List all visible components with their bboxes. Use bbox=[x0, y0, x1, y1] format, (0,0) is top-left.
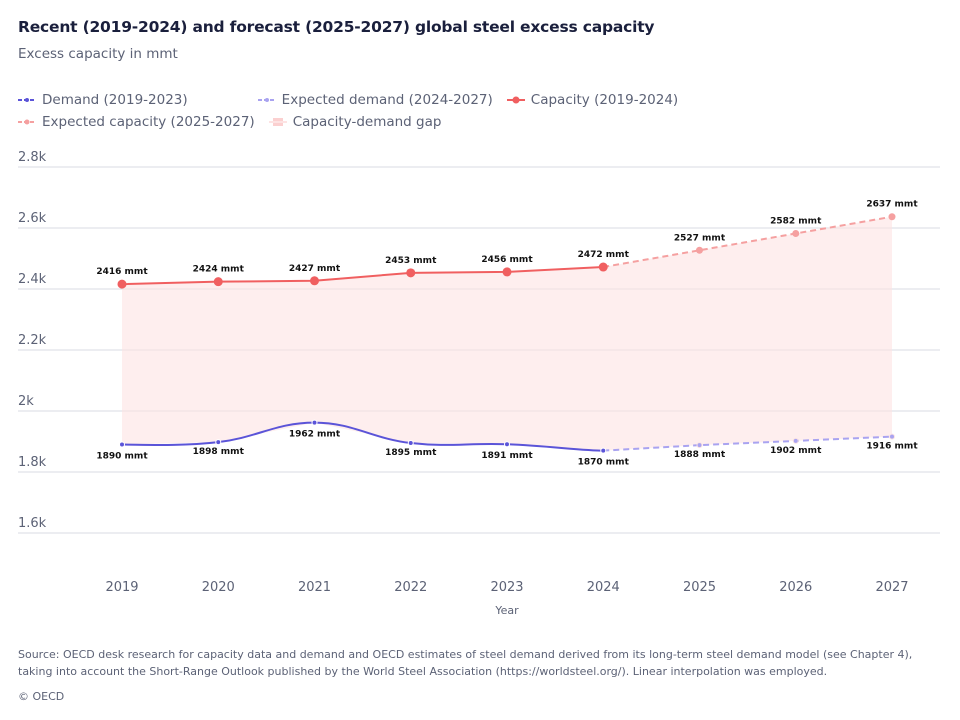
expected-demand-line-icon bbox=[257, 98, 276, 102]
x-tick-label: 2019 bbox=[105, 580, 138, 595]
x-tick-label: 2022 bbox=[394, 580, 427, 595]
x-axis: 2019 2020 2021 2022 2023 2024 2025 2026 2027 bbox=[105, 580, 908, 595]
capacity-point bbox=[213, 277, 223, 287]
gap-area-fill bbox=[122, 216, 892, 451]
demand-line bbox=[121, 421, 604, 452]
capacity-line-icon bbox=[506, 96, 525, 104]
capacity-line bbox=[121, 266, 604, 286]
x-tick-label: 2020 bbox=[202, 580, 235, 595]
demand-data-label: 1888 mmt bbox=[674, 450, 726, 460]
expected-demand-point bbox=[792, 437, 799, 444]
x-axis-title: Year bbox=[494, 604, 519, 617]
demand-point bbox=[407, 440, 414, 447]
y-tick-label: 2.8k bbox=[18, 150, 47, 165]
capacity-point bbox=[598, 262, 608, 272]
capacity-data-label: 2427 mmt bbox=[289, 264, 341, 274]
capacity-point bbox=[310, 276, 319, 286]
expected-capacity-point bbox=[696, 246, 703, 254]
demand-data-label: 1916 mmt bbox=[866, 442, 918, 452]
demand-line-icon bbox=[18, 98, 36, 102]
expected-demand-point bbox=[889, 433, 895, 440]
capacity-data-label: 2453 mmt bbox=[385, 256, 437, 266]
capacity-data-label: 2472 mmt bbox=[578, 250, 630, 260]
y-tick-label: 2.2k bbox=[18, 333, 47, 348]
x-tick-label: 2021 bbox=[298, 580, 331, 595]
gap-area-icon bbox=[268, 118, 287, 126]
copyright: © OECD bbox=[18, 690, 65, 703]
x-tick-label: 2024 bbox=[587, 580, 620, 595]
capacity-data-label: 2424 mmt bbox=[193, 265, 245, 275]
x-tick-label: 2023 bbox=[490, 580, 523, 595]
capacity-data-label: 2456 mmt bbox=[481, 255, 533, 265]
capacity-point bbox=[117, 279, 127, 289]
data-points bbox=[117, 213, 896, 454]
expected-capacity-line-icon bbox=[18, 119, 36, 125]
demand-point bbox=[215, 439, 222, 446]
y-tick-label: 2.6k bbox=[18, 211, 47, 226]
legend-item-gap[interactable]: Capacity-demand gap bbox=[268, 114, 442, 130]
demand-data-label: 1898 mmt bbox=[193, 447, 245, 457]
demand-point bbox=[311, 419, 318, 426]
y-tick-label: 2.4k bbox=[18, 272, 47, 287]
gap-area bbox=[122, 216, 892, 451]
x-tick-label: 2027 bbox=[875, 580, 908, 595]
legend-label: Demand (2019-2023) bbox=[42, 92, 188, 108]
legend-item-demand[interactable]: Demand (2019-2023) bbox=[18, 92, 188, 108]
chart-subtitle: Excess capacity in mmt bbox=[18, 46, 178, 62]
demand-data-label: 1870 mmt bbox=[578, 458, 630, 468]
legend-label: Capacity (2019-2024) bbox=[530, 92, 679, 108]
legend-label: Expected demand (2024-2027) bbox=[281, 92, 493, 108]
capacity-data-label: 2582 mmt bbox=[770, 216, 822, 226]
demand-data-label: 1891 mmt bbox=[481, 451, 533, 461]
legend-label: Expected capacity (2025-2027) bbox=[42, 114, 255, 130]
x-tick-label: 2025 bbox=[683, 580, 716, 595]
legend-label: Capacity-demand gap bbox=[292, 114, 442, 130]
capacity-data-label: 2527 mmt bbox=[674, 233, 726, 243]
demand-point bbox=[119, 441, 125, 448]
legend-item-expected-capacity[interactable]: Expected capacity (2025-2027) bbox=[18, 114, 255, 130]
expected-capacity-point bbox=[792, 229, 800, 237]
legend-item-capacity[interactable]: Capacity (2019-2024) bbox=[506, 92, 679, 108]
expected-capacity-line bbox=[603, 215, 893, 269]
line-chart: 1.6k 1.8k 2k 2.2k 2.4k 2.6k 2.8k 2416 mmt 1890 … bbox=[18, 150, 940, 617]
capacity-data-label: 2637 mmt bbox=[866, 200, 918, 210]
demand-point bbox=[504, 441, 510, 448]
legend-item-expected-demand[interactable]: Expected demand (2024-2027) bbox=[257, 92, 493, 108]
demand-data-label: 1902 mmt bbox=[770, 446, 822, 456]
expected-capacity-point bbox=[888, 213, 896, 221]
source-note: Source: OECD desk research for capacity … bbox=[18, 648, 913, 678]
chart-title: Recent (2019-2024) and forecast (2025-20… bbox=[18, 18, 655, 36]
demand-data-label: 1890 mmt bbox=[96, 452, 148, 462]
legend: Demand (2019-2023) Expected demand (2024… bbox=[18, 89, 718, 133]
demand-data-label: 1895 mmt bbox=[385, 448, 437, 458]
series-lines bbox=[121, 215, 893, 452]
x-tick-label: 2026 bbox=[779, 580, 812, 595]
capacity-data-label: 2416 mmt bbox=[96, 267, 148, 277]
demand-point bbox=[600, 447, 607, 454]
capacity-point bbox=[406, 268, 416, 278]
demand-data-label: 1962 mmt bbox=[289, 430, 341, 440]
y-tick-label: 2k bbox=[18, 394, 34, 409]
data-labels: 2416 mmt 1890 mmt 2424 mmt 1898 mmt 2427 mmt… bbox=[96, 200, 918, 468]
expected-demand-point bbox=[696, 442, 703, 449]
capacity-point bbox=[502, 267, 512, 277]
expected-demand-line bbox=[603, 435, 893, 452]
y-tick-label: 1.8k bbox=[18, 455, 47, 470]
y-tick-label: 1.6k bbox=[18, 516, 47, 531]
